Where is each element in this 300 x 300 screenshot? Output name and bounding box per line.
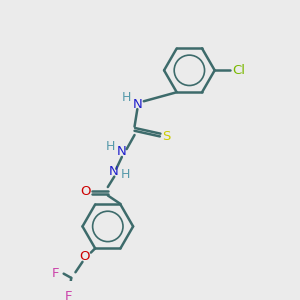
Text: H: H xyxy=(121,168,130,181)
Text: H: H xyxy=(122,91,132,103)
Text: H: H xyxy=(106,140,115,153)
Text: S: S xyxy=(162,130,170,143)
Text: N: N xyxy=(109,165,118,178)
Text: F: F xyxy=(52,267,59,280)
Text: O: O xyxy=(80,250,90,263)
Text: Cl: Cl xyxy=(232,64,245,77)
Text: O: O xyxy=(80,185,91,198)
Text: N: N xyxy=(117,146,127,158)
Text: F: F xyxy=(65,290,72,300)
Text: N: N xyxy=(133,98,142,111)
